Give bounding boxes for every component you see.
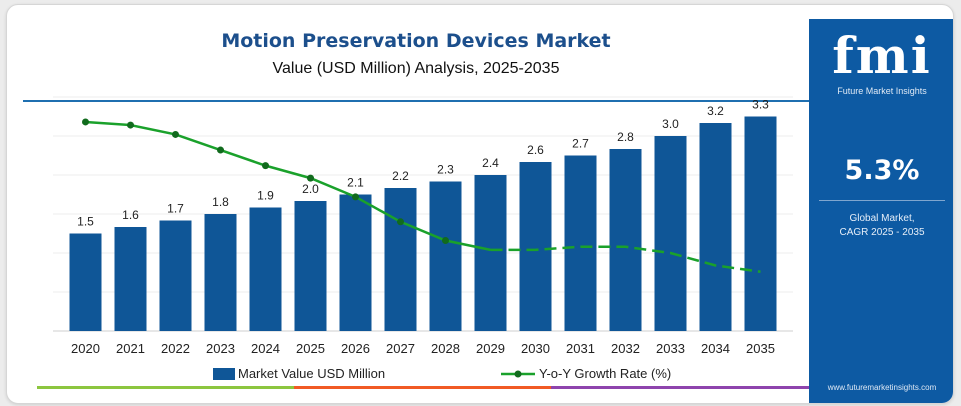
stripe-orange — [294, 386, 551, 389]
growth-point-2022 — [172, 130, 179, 138]
x-tick-2027: 2027 — [386, 341, 415, 356]
bar-2024 — [249, 207, 282, 331]
x-tick-2032: 2032 — [611, 341, 640, 356]
cagr-label-line2: CAGR 2025 - 2035 — [839, 227, 925, 238]
website-url: www.futuremarketinsights.com — [827, 383, 937, 392]
bar-value-label-2035: 3.3 — [752, 98, 769, 112]
cagr-divider — [819, 200, 945, 201]
bar-value-label-2033: 3.0 — [662, 117, 679, 131]
bar-value-label-2020: 1.5 — [77, 215, 94, 229]
cagr-value: 5.3% — [844, 155, 920, 186]
x-tick-2020: 2020 — [71, 341, 100, 356]
x-tick-2025: 2025 — [296, 341, 325, 356]
growth-point-2021 — [127, 121, 134, 129]
fmi-logo: fmi — [832, 26, 932, 85]
cagr-label: Global Market, CAGR 2025 - 2035 — [809, 212, 953, 240]
x-tick-2033: 2033 — [656, 341, 685, 356]
chart-title: Motion Preservation Devices Market — [221, 30, 611, 52]
legend-line-marker — [514, 370, 522, 378]
legend-bar-swatch — [213, 368, 235, 380]
x-tick-2030: 2030 — [521, 341, 550, 356]
x-tick-2029: 2029 — [476, 341, 505, 356]
bar-2030 — [519, 162, 552, 331]
bar-value-label-2027: 2.2 — [392, 169, 409, 183]
bar-value-label-2034: 3.2 — [707, 104, 724, 118]
x-tick-2024: 2024 — [251, 341, 280, 356]
growth-point-2024 — [262, 162, 269, 170]
bar-value-label-2025: 2.0 — [302, 182, 319, 196]
bar-2032 — [609, 149, 642, 331]
bar-value-label-2021: 1.6 — [122, 208, 139, 222]
bottom-color-stripes — [37, 386, 809, 389]
bar-2029 — [474, 175, 507, 331]
bar-2022 — [159, 220, 192, 331]
bar-2033 — [654, 136, 687, 331]
growth-point-2023 — [217, 146, 224, 154]
growth-line-dashed — [490, 245, 761, 273]
x-tick-2031: 2031 — [566, 341, 595, 356]
bar-2020 — [69, 233, 102, 331]
bar-2035 — [744, 116, 777, 331]
bar-value-label-2022: 1.7 — [167, 202, 184, 216]
x-tick-2021: 2021 — [116, 341, 145, 356]
bar-value-label-2028: 2.3 — [437, 163, 454, 177]
bar-value-label-2026: 2.1 — [347, 176, 364, 190]
x-tick-2035: 2035 — [746, 341, 775, 356]
bar-value-label-2029: 2.4 — [482, 156, 499, 170]
growth-point-2025 — [307, 174, 314, 182]
brand-side-panel: fmi Future Market Insights 5.3% Global M… — [809, 19, 953, 403]
stripe-green — [37, 386, 294, 389]
x-tick-2023: 2023 — [206, 341, 235, 356]
bar-value-label-2031: 2.7 — [572, 137, 589, 151]
bar-2023 — [204, 214, 237, 331]
legend-bar-label: Market Value USD Million — [238, 366, 385, 381]
bar-2025 — [294, 201, 327, 331]
growth-point-2028 — [442, 237, 449, 245]
bar-2031 — [564, 155, 597, 331]
x-tick-2026: 2026 — [341, 341, 370, 356]
x-tick-2022: 2022 — [161, 341, 190, 356]
growth-point-2026 — [352, 193, 359, 201]
bar-value-label-2032: 2.8 — [617, 130, 634, 144]
bar-2021 — [114, 227, 147, 331]
bar-line-chart: 1.5 2020 1.6 2021 1.7 2022 1.8 2023 1.9 2024 2.0 20… — [53, 96, 793, 381]
stripe-purple — [551, 386, 809, 389]
logo-subtitle: Future Market Insights — [837, 86, 927, 96]
chart-subtitle: Value (USD Million) Analysis, 2025-2035 — [272, 60, 560, 77]
x-tick-2028: 2028 — [431, 341, 460, 356]
x-tick-2034: 2034 — [701, 341, 730, 356]
bar-value-label-2023: 1.8 — [212, 195, 229, 209]
bar-2034 — [699, 123, 732, 331]
title-rule — [23, 100, 809, 102]
bar-2028 — [429, 181, 462, 331]
bar-value-label-2024: 1.9 — [257, 189, 274, 203]
legend-line-label: Y-o-Y Growth Rate (%) — [539, 366, 671, 381]
chart-card: Motion Preservation Devices Market Value… — [6, 4, 954, 404]
chart-panel: Motion Preservation Devices Market Value… — [23, 19, 809, 403]
bar-2027 — [384, 188, 417, 331]
growth-line-solid — [85, 120, 491, 252]
growth-point-2020 — [82, 118, 89, 126]
bar-value-label-2030: 2.6 — [527, 143, 544, 157]
bar-2026 — [339, 194, 372, 331]
growth-point-2027 — [397, 218, 404, 226]
cagr-label-line1: Global Market, — [849, 213, 915, 224]
